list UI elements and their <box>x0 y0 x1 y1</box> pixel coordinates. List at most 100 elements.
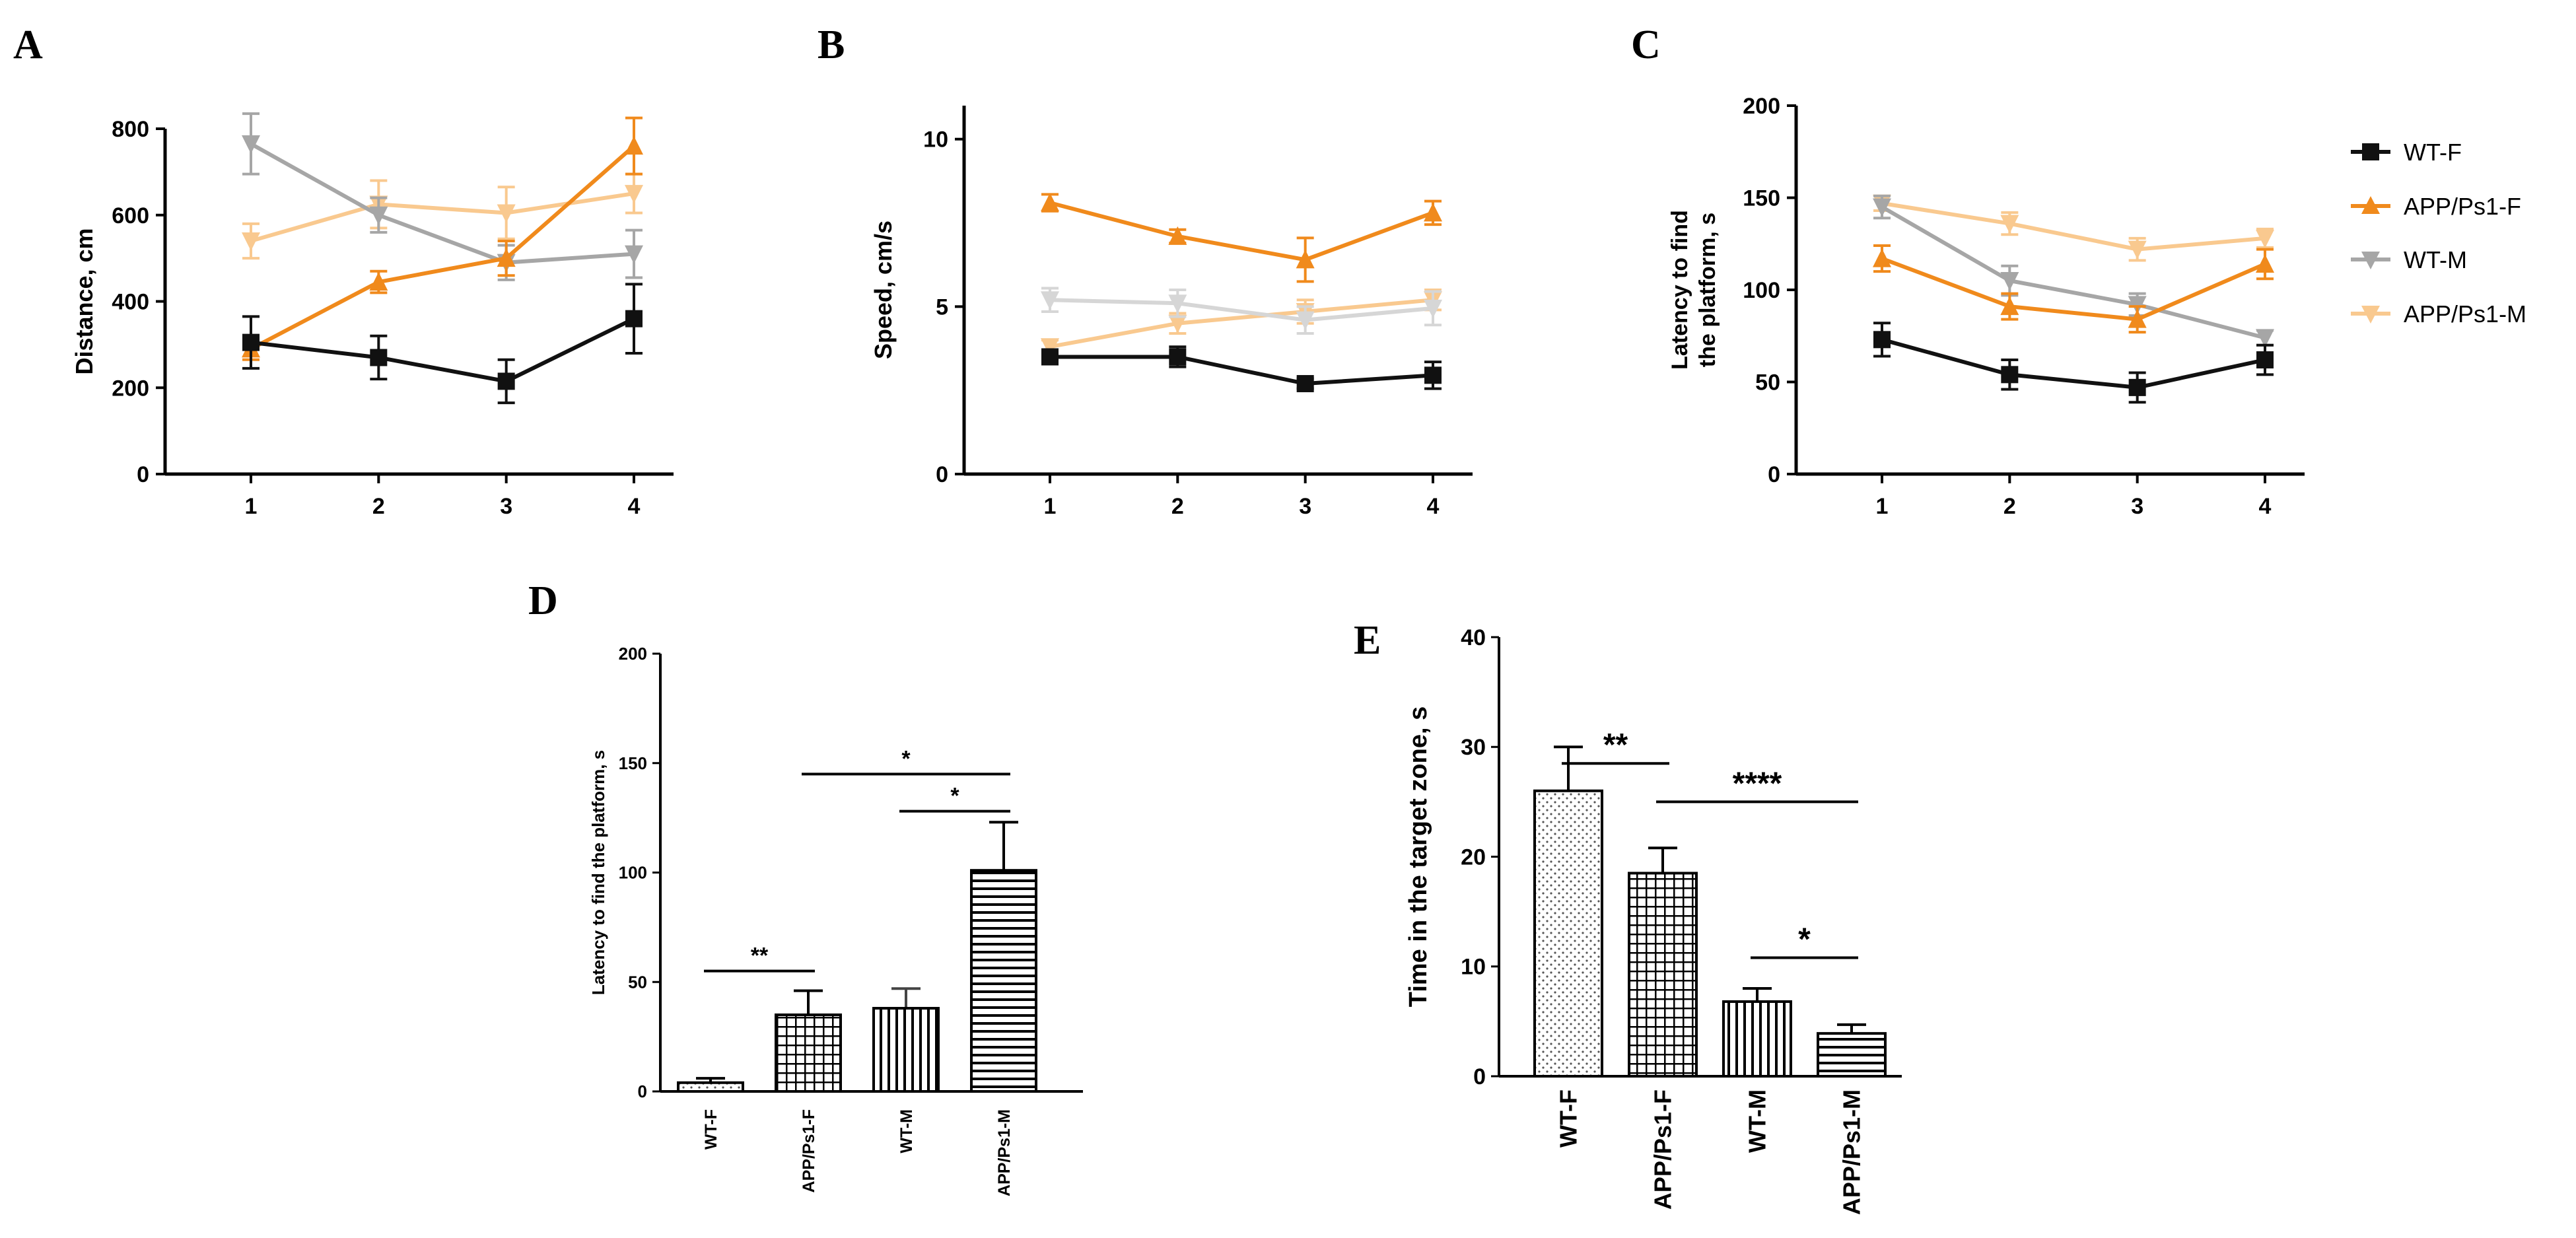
panel-d-significance-label: ** <box>751 944 769 969</box>
panel-b-series-line-app-ps1-f <box>1049 201 1434 262</box>
panel-a-y-tick-label: 600 <box>112 203 149 228</box>
panel-e-significance-label: * <box>1798 922 1811 957</box>
panel-b-y-tick-label: 0 <box>936 462 948 487</box>
panel-a-point-app-ps1-f <box>497 248 516 267</box>
panel-d-bar-wt-m <box>872 1007 940 1093</box>
panel-a-series-line-app-ps1-f <box>250 144 635 351</box>
panel-c-point-app-ps1-f <box>1873 248 1891 267</box>
panel-e-significance-wt-m-vs-app-ps1-m: * <box>1751 922 1858 959</box>
panel-c-series-line-wt-m <box>1881 205 2266 340</box>
panel-d-bar-wt-f <box>677 1081 744 1093</box>
panel-e-bar-group-app-ps1-f <box>1628 846 1698 1078</box>
panel-c-y-tick-label: 50 <box>1755 370 1780 395</box>
panel-c-series-line-app-ps1-f <box>1881 256 2266 322</box>
panel-d-y-tick-label: 150 <box>619 753 647 773</box>
panel-a-distance-chart: 0 200 400 600 800 1 2 3 4 Distance, cm <box>71 112 674 519</box>
panel-b-point-wt-m <box>1424 299 1442 318</box>
panel-c-series-wt-f <box>1873 322 2274 404</box>
panel-d-category-label: APP/Ps1-F <box>800 1109 818 1192</box>
panel-c-point-wt-f <box>1873 331 1891 349</box>
panel-c-series-wt-m <box>1873 194 2274 348</box>
panel-e-y-tick-label: 30 <box>1461 735 1486 760</box>
panel-b-point-wt-f <box>1169 348 1187 366</box>
panel-e-y-tick-label: 40 <box>1461 625 1486 650</box>
panel-b-point-wt-f <box>1424 366 1442 384</box>
panel-a-point-wt-m <box>369 206 388 225</box>
panel-d-category-label: WT-M <box>897 1109 916 1153</box>
panel-e-bar-wt-f <box>1533 789 1603 1078</box>
panel-e-bar-group-wt-f <box>1533 745 1603 1078</box>
panel-b-series-line-wt-m <box>1049 298 1434 322</box>
panel-b-point-app-ps1-f <box>1168 226 1187 245</box>
panel-c-point-wt-f <box>2256 351 2274 369</box>
panel-c-y-tick-label: 100 <box>1743 278 1780 303</box>
panel-e-bar-app-ps1-m <box>1817 1032 1887 1078</box>
panel-a-point-wt-m <box>242 135 260 154</box>
panel-c-series-app-ps1-f <box>1873 244 2274 334</box>
panel-c-point-app-ps1-f <box>2256 254 2274 273</box>
panel-c-point-app-ps1-f <box>2000 296 2019 316</box>
panel-e-category-label: APP/Ps1-F <box>1650 1089 1677 1210</box>
panel-label-a: A <box>13 22 43 67</box>
panel-d-bar-app-ps1-m <box>970 869 1037 1093</box>
panel-b-point-app-ps1-m <box>1041 338 1059 357</box>
panel-b-series-app-ps1-f <box>1041 193 1442 283</box>
panel-e-bar-group-wt-m <box>1722 987 1792 1078</box>
panel-c-point-app-ps1-m <box>2256 229 2274 248</box>
panel-b-speed-chart: 0 5 10 1 2 3 4 Speed, cm/s <box>870 106 1473 519</box>
panel-a-y-axis-title: Distance, cm <box>71 228 98 374</box>
panel-a-x-tick-label: 4 <box>628 494 641 519</box>
panel-d-y-tick-label: 0 <box>638 1082 647 1101</box>
panel-d-bar-group-app-ps1-f <box>775 989 842 1093</box>
panel-label-e: E <box>1354 618 1381 663</box>
panel-c-y-tick-label: 0 <box>1768 462 1780 487</box>
panel-c-point-wt-m <box>2000 272 2019 291</box>
panel-c-point-wt-m <box>2256 329 2274 348</box>
legend-marker-app-ps1-m <box>2361 306 2380 324</box>
panel-e-category-label: WT-F <box>1555 1089 1582 1148</box>
panel-e-bar-wt-m <box>1722 1000 1792 1078</box>
legend-item-app-ps1-m: APP/Ps1-M <box>2351 300 2526 327</box>
panel-c-series-line-wt-f <box>1881 337 2266 390</box>
panel-c-point-wt-f <box>2001 366 2019 384</box>
panel-c-y-axis-title-line: the platform, s <box>1695 213 1720 367</box>
legend-label-app-ps1-f: APP/Ps1-F <box>2404 193 2521 220</box>
panel-d-y-tick-label: 50 <box>628 972 647 992</box>
panel-a-x-tick-label: 1 <box>245 494 258 519</box>
panel-a-y-tick-label: 200 <box>112 376 149 401</box>
panel-c-y-axis-title-line: Latency to find <box>1667 210 1692 370</box>
panel-b-point-app-ps1-f <box>1041 193 1059 212</box>
panel-c-series-app-ps1-m <box>1873 194 2274 262</box>
legend-marker-wt-m <box>2361 252 2380 269</box>
panel-c-x-tick-label: 2 <box>2003 494 2016 519</box>
panel-a-x-tick-label: 2 <box>372 494 385 519</box>
panel-b-point-wt-m <box>1041 291 1059 310</box>
panel-d-significance-wt-m-vs-app-ps1-m: * <box>899 784 1010 813</box>
panel-d-bar-group-wt-m <box>872 987 940 1093</box>
panel-a-point-wt-f <box>370 349 388 366</box>
panel-a-x-tick-label: 3 <box>500 494 512 519</box>
panel-a-point-wt-f <box>242 333 260 351</box>
panel-d-significance-label: * <box>950 784 959 809</box>
panel-b-series-wt-f <box>1041 345 1442 393</box>
panel-e-category-label: APP/Ps1-M <box>1838 1089 1865 1215</box>
panel-c-y-axis-title: Latency to find the platform, s <box>1667 210 1720 370</box>
panel-label-d: D <box>528 578 558 623</box>
panel-a-point-app-ps1-m <box>497 204 516 223</box>
panel-label-c: C <box>1631 22 1661 67</box>
panel-b-x-tick-label: 1 <box>1044 494 1057 519</box>
panel-a-point-wt-m <box>625 245 643 264</box>
panel-c-point-app-ps1-m <box>2128 240 2147 259</box>
panel-b-y-tick-label: 5 <box>936 294 948 320</box>
panel-a-y-tick-label: 800 <box>112 117 149 142</box>
panel-c-series-line-app-ps1-m <box>1881 201 2266 252</box>
panel-e-y-tick-label: 0 <box>1473 1064 1486 1089</box>
panel-b-point-wt-m <box>1296 311 1315 330</box>
panel-b-point-app-ps1-m <box>1168 314 1187 333</box>
panel-c-point-app-ps1-f <box>2128 309 2147 328</box>
panel-d-y-tick-label: 200 <box>619 644 647 664</box>
panel-c-x-tick-label: 1 <box>1876 494 1889 519</box>
panel-d-bar-group-app-ps1-m <box>970 821 1037 1093</box>
panel-a-point-app-ps1-m <box>625 185 643 204</box>
